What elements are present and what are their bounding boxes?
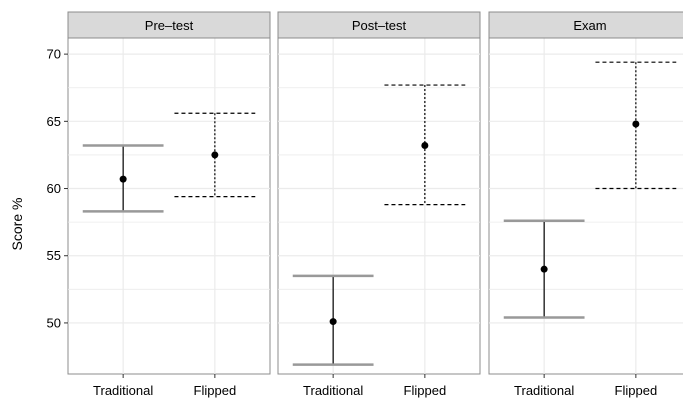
facet-title: Exam (573, 18, 606, 33)
panel-background (277, 37, 481, 375)
x-tick-label: Flipped (404, 383, 447, 398)
facet-panels: Pre–test Traditional Flipped Post–test Tradi… (67, 11, 683, 398)
errorbar-traditional (292, 274, 374, 366)
x-tick-label: Flipped (194, 383, 237, 398)
facet-strip (277, 11, 481, 39)
facet-strip (67, 11, 271, 39)
x-tick-label: Flipped (615, 383, 658, 398)
facet-panel-1: Pre–test Traditional Flipped (67, 11, 271, 398)
mean-point (632, 120, 640, 128)
facet-title: Pre–test (145, 18, 194, 33)
y-tick-label: 70 (47, 47, 61, 62)
y-tick-label: 60 (47, 181, 61, 196)
x-tick-label: Traditional (93, 383, 153, 398)
errorbar-flipped (384, 84, 466, 206)
errorbar-traditional (503, 219, 585, 319)
errorbar-flipped (174, 112, 256, 198)
y-tick-label: 50 (47, 315, 61, 330)
x-tick-label: Traditional (303, 383, 363, 398)
panel-background (488, 37, 683, 375)
x-tick-label: Traditional (514, 383, 574, 398)
mean-point (421, 142, 429, 150)
y-axis-label: Score % (9, 198, 25, 251)
mean-point (211, 151, 219, 159)
facet-strip (488, 11, 683, 39)
y-axis: 50 55 60 65 70 (47, 47, 68, 330)
facet-panel-2: Post–test Traditional Flipped (277, 11, 481, 398)
panel-background (67, 37, 271, 375)
errorbar-traditional (82, 144, 164, 213)
mean-point (540, 265, 548, 273)
mean-point (119, 175, 127, 183)
facet-panel-3: Exam Traditional Flipped (488, 11, 683, 398)
facet-title: Post–test (352, 18, 407, 33)
y-tick-label: 65 (47, 114, 61, 129)
errorbar-flipped (595, 61, 677, 190)
mean-point (329, 318, 337, 326)
y-tick-label: 55 (47, 248, 61, 263)
